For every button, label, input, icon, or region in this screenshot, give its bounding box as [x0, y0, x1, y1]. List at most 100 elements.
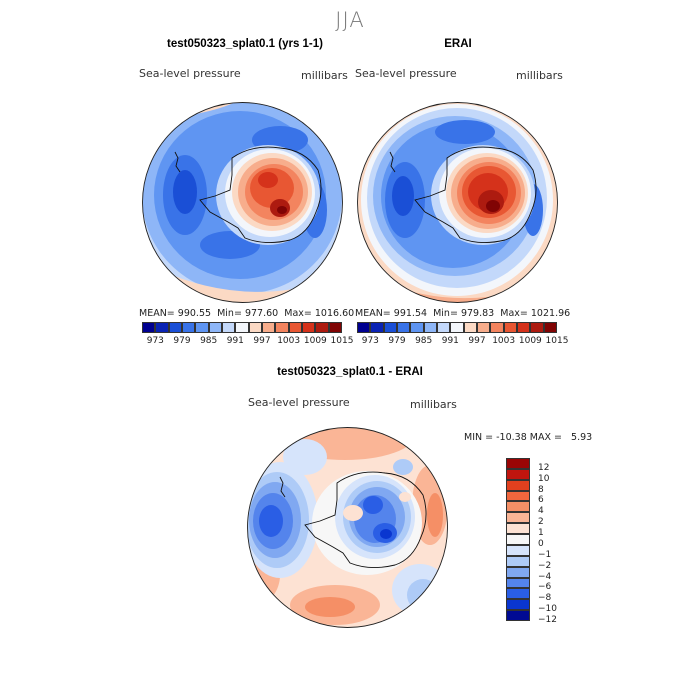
panel2-units-label: millibars: [516, 69, 563, 82]
diff-colorbar-tick-label: 1: [538, 528, 544, 539]
diff-colorbar-tick-label: −6: [538, 582, 552, 593]
colorbar-swatch: [275, 322, 289, 333]
panel2-mean-value: 991.54: [393, 308, 428, 319]
diff-colorbar-swatch: [506, 599, 530, 611]
colorbar-tick-label: 997: [468, 336, 486, 346]
diff-colorbar-tick-label: 6: [538, 495, 544, 506]
colorbar-swatch: [383, 322, 397, 333]
diff-colorbar-tick-label: −2: [538, 560, 552, 571]
colorbar-swatch: [530, 322, 544, 333]
colorbar-swatch: [248, 322, 262, 333]
panel1-mean-label: MEAN=: [139, 308, 175, 319]
diff-colorbar-tick-label: −4: [538, 571, 552, 582]
diff-colorbar-tick-label: −1: [538, 549, 552, 560]
colorbar-swatch: [142, 322, 156, 333]
colorbar-tick-label: 985: [200, 336, 218, 346]
colorbar-tick-label: 979: [388, 336, 406, 346]
diff-title: test050323_splat0.1 - ERAI: [277, 366, 423, 378]
colorbar-tick-label: 1015: [330, 336, 354, 346]
diff-colorbar-tick-label: 2: [538, 517, 544, 528]
colorbar-swatch: [463, 322, 477, 333]
diff-colorbar-swatch: [506, 566, 530, 578]
diff-minmax: MIN = -10.38 MAX = 5.93: [464, 432, 592, 443]
diff-colorbar-swatch: [506, 512, 530, 524]
diff-colorbar-tick-label: 0: [538, 538, 544, 549]
colorbar-swatch: [423, 322, 437, 333]
season-title: JJA: [335, 8, 365, 32]
panel2-stats: MEAN= 991.54 Min= 979.83 Max= 1021.96: [355, 308, 570, 319]
colorbar-swatch: [397, 322, 411, 333]
panel2-mean-label: MEAN=: [355, 308, 391, 319]
diff-units-label: millibars: [410, 398, 457, 411]
panel2-variable-label: Sea-level pressure: [355, 67, 457, 80]
colorbar-swatch: [490, 322, 504, 333]
diff-colorbar-swatch: [506, 490, 530, 502]
colorbar-swatch: [195, 322, 209, 333]
colorbar-tick-label: 991: [441, 336, 459, 346]
panel2-colorbar: [357, 322, 557, 333]
diff-max-label: MAX =: [529, 432, 562, 443]
colorbar-swatch: [262, 322, 276, 333]
diff-colorbar-swatch: [506, 479, 530, 491]
panel1-variable-label: Sea-level pressure: [139, 67, 241, 80]
colorbar-tick-label: 1009: [518, 336, 542, 346]
panel1-colorbar: [142, 322, 342, 333]
panel2-title: ERAI: [444, 38, 472, 50]
panel1-polar-map: [142, 102, 343, 303]
colorbar-tick-label: 1009: [303, 336, 327, 346]
diff-colorbar-swatch: [506, 458, 530, 469]
colorbar-tick-label: 991: [226, 336, 244, 346]
colorbar-swatch: [222, 322, 236, 333]
colorbar-swatch: [477, 322, 491, 333]
panel1-units-label: millibars: [301, 69, 348, 82]
colorbar-swatch: [155, 322, 169, 333]
colorbar-swatch: [168, 322, 182, 333]
diff-polar-map: [247, 427, 448, 628]
colorbar-swatch: [517, 322, 531, 333]
colorbar-tick-label: 973: [361, 336, 379, 346]
colorbar-swatch: [182, 322, 196, 333]
diff-colorbar-swatch: [506, 544, 530, 556]
panel2-max-label: Max=: [500, 308, 528, 319]
diff-colorbar-swatch: [506, 588, 530, 600]
diff-colorbar-swatch: [506, 534, 530, 545]
colorbar-swatch: [315, 322, 329, 333]
diff-min-value: -10.38: [496, 432, 527, 443]
diff-colorbar-tick-label: 10: [538, 473, 550, 484]
diff-colorbar-tick-label: 4: [538, 506, 544, 517]
colorbar-tick-label: 1003: [492, 336, 516, 346]
diff-colorbar-swatch: [506, 577, 530, 589]
panel2-polar-map: [357, 102, 558, 303]
diff-colorbar-tick-label: −12: [538, 615, 557, 625]
colorbar-swatch: [357, 322, 371, 333]
panel2-min-value: 979.83: [460, 308, 495, 319]
colorbar-swatch: [450, 322, 464, 333]
panel1-colorbar-ticks: 973 979 985 991 997 1003 1009 1015: [142, 336, 354, 348]
colorbar-swatch: [437, 322, 451, 333]
diff-colorbar-tick-label: −8: [538, 593, 552, 604]
colorbar-swatch: [503, 322, 517, 333]
colorbar-swatch: [370, 322, 384, 333]
panel1-stats: MEAN= 990.55 Min= 977.60 Max= 1016.60: [139, 308, 354, 319]
colorbar-tick-label: 979: [173, 336, 191, 346]
colorbar-tick-label: 997: [253, 336, 271, 346]
colorbar-swatch: [288, 322, 302, 333]
colorbar-swatch: [328, 322, 342, 333]
diff-colorbar-tick-label: 8: [538, 484, 544, 495]
panel1-mean-value: 990.55: [177, 308, 212, 319]
panel1-min-label: Min=: [217, 308, 242, 319]
colorbar-tick-label: 1003: [277, 336, 301, 346]
colorbar-swatch: [302, 322, 316, 333]
diff-min-label: MIN =: [464, 432, 494, 443]
colorbar-swatch: [543, 322, 557, 333]
diff-colorbar-swatch: [506, 501, 530, 513]
colorbar-tick-label: 973: [146, 336, 164, 346]
colorbar-swatch: [410, 322, 424, 333]
panel2-min-label: Min=: [433, 308, 458, 319]
diff-colorbar-tick-label: 12: [538, 462, 550, 473]
panel1-min-value: 977.60: [244, 308, 279, 319]
panel1-max-label: Max=: [284, 308, 312, 319]
diff-colorbar-ticks: 12 10 8 6 4 2 1 0 −1 −2 −4 −6 −8 −10 −12: [538, 458, 578, 625]
diff-colorbar: [506, 458, 530, 621]
colorbar-tick-label: 985: [415, 336, 433, 346]
